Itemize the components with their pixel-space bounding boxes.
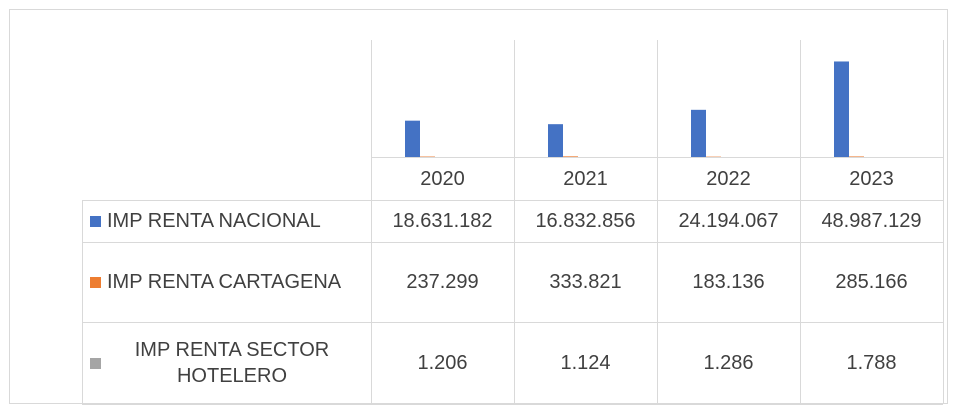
- data-table-value: 1.206: [417, 352, 468, 374]
- legend-entry: IMP RENTA CARTAGENA: [82, 242, 371, 322]
- legend-key: [90, 276, 101, 288]
- bar: [834, 61, 849, 157]
- data-table-value: 1.286: [703, 352, 754, 374]
- x-tick-label: 2020: [420, 167, 465, 190]
- x-tick-label: 2023: [849, 167, 894, 190]
- data-table-value: 48.987.129: [821, 210, 922, 232]
- data-table-value: 24.194.067: [678, 210, 779, 232]
- x-tick-label: 2021: [563, 167, 608, 190]
- data-table-value: 237.299: [406, 271, 479, 293]
- bar: [405, 120, 420, 157]
- legend-label: IMP RENTA SECTOR HOTELERO: [134, 339, 330, 387]
- data-table-value: 183.136: [692, 271, 765, 293]
- bar: [548, 124, 563, 157]
- data-table-value: 285.166: [835, 271, 908, 293]
- bar: [691, 109, 706, 157]
- data-table-value: 1.788: [846, 352, 897, 374]
- bar: [849, 156, 864, 157]
- data-table-value: 18.631.182: [392, 210, 493, 232]
- bar: [563, 156, 578, 157]
- legend-entry: IMP RENTA NACIONAL: [82, 200, 371, 242]
- legend-key: [90, 215, 101, 227]
- data-table-value: 1.124: [560, 352, 611, 374]
- chart-border: [9, 9, 948, 404]
- x-tick-label: 2022: [706, 167, 751, 190]
- legend-label: IMP RENTA CARTAGENA: [107, 271, 342, 293]
- data-table-value: 333.821: [549, 271, 622, 293]
- legend-entry: IMP RENTA SECTOR HOTELERO: [82, 322, 371, 404]
- legend-label: IMP RENTA NACIONAL: [107, 210, 321, 232]
- legend-key: [90, 357, 101, 369]
- data-table-value: 16.832.856: [535, 210, 636, 232]
